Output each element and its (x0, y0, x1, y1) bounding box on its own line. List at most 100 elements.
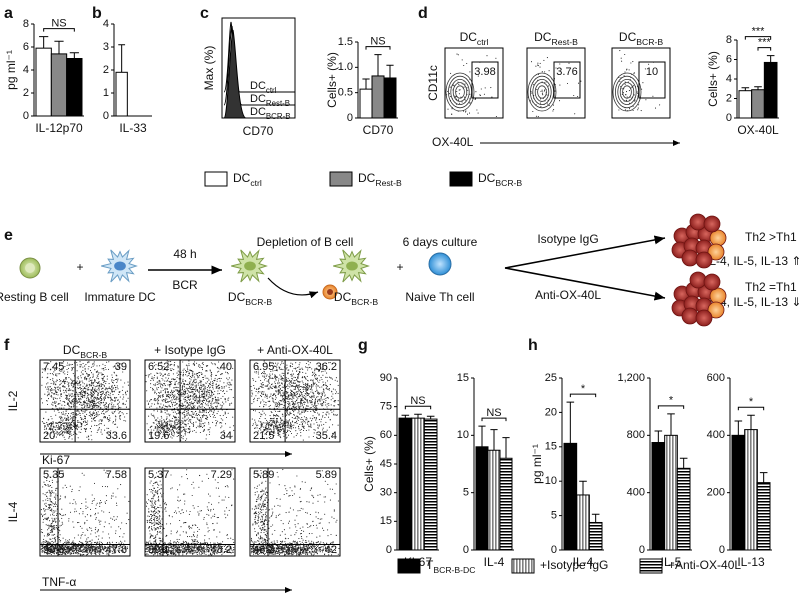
panel-letter: a (4, 5, 13, 22)
arrow (504, 267, 666, 301)
diagram-label: 48 h (173, 247, 196, 261)
contour (445, 72, 475, 112)
axis-label: CD11c (426, 65, 440, 101)
y-tick-label: 8 (23, 18, 29, 30)
bar (651, 442, 666, 551)
th-cell (689, 271, 707, 289)
th-cell (695, 251, 713, 269)
error-bar (39, 36, 49, 49)
error-bar (54, 40, 64, 54)
y-tick-label: 1.0 (338, 61, 353, 73)
y-tick-label: 0 (463, 544, 469, 556)
legend-label: TBCR-B-DC (426, 558, 476, 575)
diagram-label: DCBCR-B (334, 290, 378, 307)
legend-swatch (511, 558, 535, 574)
quadrant-value: 7.45 (43, 361, 64, 373)
x-tick-label: IL-4 (484, 555, 505, 569)
y-tick-label: 25 (545, 372, 557, 384)
quadrant-value: 36.2 (316, 361, 337, 373)
contour (534, 82, 550, 102)
bar (423, 418, 438, 551)
bar (731, 434, 746, 551)
th-cell (707, 243, 725, 261)
error-bar (766, 55, 775, 63)
quadrant-value: 40 (220, 361, 232, 373)
y-tick-label: 1.5 (338, 36, 353, 48)
x-tick-label: IL-4 (573, 555, 594, 569)
label-subscript: ctrl (250, 178, 262, 188)
th-cell (695, 309, 713, 327)
y-axis-label: Cells+ (%) (325, 52, 339, 108)
contour (452, 82, 468, 102)
legend-label: DCctrl (233, 171, 262, 188)
label-subscript: Rest-B (375, 178, 402, 188)
label-main: DC (63, 343, 81, 357)
label-subscript: BCR-B (80, 350, 107, 360)
significance-label: *** (752, 26, 766, 38)
quadrant-value: 21.5 (253, 430, 274, 442)
bar (756, 482, 771, 551)
error-bar (478, 425, 486, 447)
error-bar (579, 480, 587, 495)
diagram-label: + (396, 260, 403, 274)
panel-letter: b (92, 5, 102, 22)
density-dots (250, 360, 340, 441)
y-tick-label: 15 (380, 515, 392, 527)
significance-bracket (744, 36, 772, 40)
x-tick-label: IL-12p70 (35, 121, 83, 135)
y-tick-label: 1 (103, 87, 109, 99)
diagram-label: 6 days culture (403, 235, 478, 249)
label-subscript: BCR-B-DC (433, 565, 475, 575)
label-subscript: BCR-B (266, 112, 291, 121)
panel-letter: d (418, 5, 428, 22)
th-cell (707, 301, 725, 319)
th-cell (681, 249, 699, 267)
significance-label: NS (51, 18, 66, 30)
contour (455, 85, 465, 99)
error-bar (401, 414, 410, 419)
y-tick-label: 0 (726, 112, 732, 124)
gate (553, 61, 581, 99)
quadrant-value: 42 (325, 544, 337, 556)
histogram-label: DCBCR-B (250, 106, 291, 121)
legend-label: +Anti-OX-40L (668, 558, 741, 572)
gate-value: 3.76 (556, 66, 577, 78)
quadrant-value: 35.4 (316, 430, 337, 442)
significance-label: NS (370, 36, 385, 48)
legend-label: +Isotype IgG (540, 558, 608, 572)
x-tick-label: OX-40L (737, 123, 779, 137)
axis-label: OX-40L (432, 135, 474, 149)
contour (537, 85, 547, 99)
quadrant-value: 33.6 (106, 430, 127, 442)
contour (617, 79, 637, 106)
contour (450, 79, 470, 106)
th-cell (709, 229, 727, 247)
bar (66, 58, 83, 117)
cell-nucleus (244, 261, 256, 271)
error-bar (69, 52, 79, 59)
bar (588, 521, 603, 551)
label-subscript: BCR-B (245, 297, 272, 307)
error-bar (362, 78, 370, 90)
y-tick-label: 75 (380, 401, 392, 413)
gate-value: 3.98 (474, 66, 495, 78)
legend-swatch (397, 558, 421, 574)
axis-label: Ki-67 (42, 453, 70, 467)
b-cell-nucleus (25, 263, 35, 273)
diagram-label: BCR (172, 278, 198, 292)
diagram: Resting B cell + Immature DC 48 h BCR DC… (0, 230, 800, 309)
label-main: DC (619, 30, 637, 44)
significance-bracket (757, 47, 772, 51)
significance-label: NS (486, 407, 501, 419)
error-bar (759, 472, 768, 483)
y-tick-label: 15 (545, 441, 557, 453)
y-tick-label: 0 (347, 112, 353, 124)
histogram-label: DCRest-B (250, 93, 290, 108)
quadrant-value: 7.29 (211, 469, 232, 481)
error-bar (734, 420, 743, 436)
label-subscript: Rest-B (266, 99, 290, 108)
arrow (267, 277, 319, 299)
y-tick-label: 4 (103, 18, 109, 30)
quadrant-value: 47.8 (106, 544, 127, 556)
